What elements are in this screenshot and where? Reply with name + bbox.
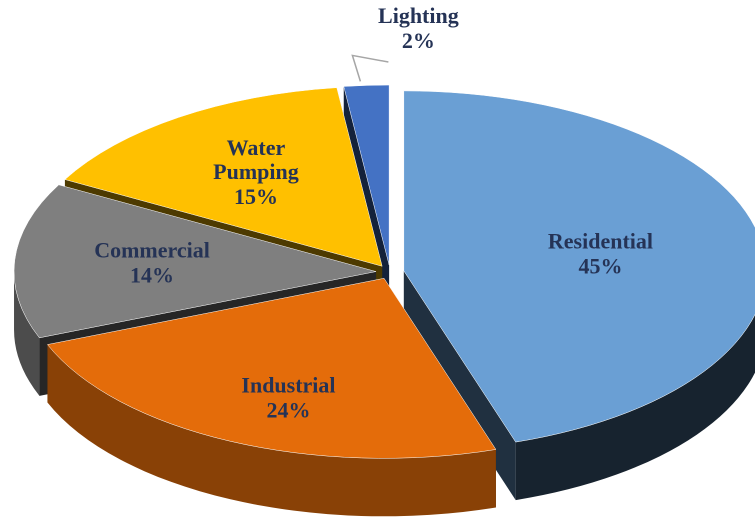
value-label: 45%: [578, 253, 622, 278]
data-label: Water Pumping 15%: [213, 135, 299, 209]
data-label: Industrial 24%: [241, 372, 335, 422]
data-label: Residential 45%: [548, 228, 653, 278]
category-label-line: Lighting: [378, 3, 459, 28]
category-label-line: Water: [227, 135, 286, 160]
slice: [64, 87, 383, 267]
category-label-line: Commercial: [94, 238, 210, 263]
category-label: Residential: [548, 228, 653, 253]
category-label: Water Pumping: [213, 135, 299, 184]
category-label-line: Street: [390, 0, 446, 4]
data-label: Commercial 14%: [94, 238, 210, 288]
slice-side: [14, 271, 40, 396]
slice: [13, 184, 377, 339]
leader-line: [351, 54, 389, 82]
slice-side: [515, 314, 755, 501]
slice: [343, 84, 390, 266]
slice: [47, 278, 497, 459]
category-label: Industrial: [241, 372, 335, 397]
slice-side: [47, 344, 496, 517]
category-label: Commercial: [94, 238, 210, 263]
value-label: 15%: [234, 184, 278, 209]
category-label-line: Residential: [548, 228, 653, 253]
category-label: StreetLighting: [378, 0, 459, 28]
category-label-line: Pumping: [213, 159, 299, 184]
value-label: 14%: [130, 263, 174, 288]
data-label: StreetLighting2%: [378, 0, 459, 53]
slice: [403, 90, 755, 443]
category-label-line: Industrial: [241, 372, 335, 397]
value-label: 2%: [402, 28, 435, 53]
value-label: 24%: [266, 397, 310, 422]
